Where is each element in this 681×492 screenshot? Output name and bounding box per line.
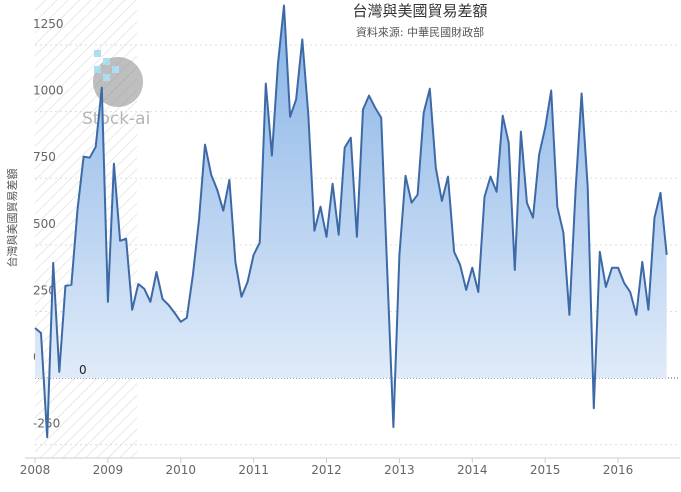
x-tick-label: 2013 [384, 463, 415, 477]
area [35, 5, 667, 438]
y-tick-label: 1250 [33, 17, 64, 31]
y-tick-label: 500 [33, 217, 56, 231]
y-tick-label: 750 [33, 150, 56, 164]
x-tick-label: 2015 [530, 463, 561, 477]
y-axis-title: 台灣與美國貿易差額 [5, 169, 19, 268]
x-tick-label: 2012 [311, 463, 342, 477]
x-tick-label: 2016 [603, 463, 634, 477]
x-tick-label: 2014 [457, 463, 488, 477]
chart-subtitle: 資料來源: 中華民國財政部 [356, 25, 484, 39]
logo [93, 50, 143, 107]
x-tick-label: 2008 [20, 463, 51, 477]
line [34, 4, 668, 439]
y-tick-label: 1000 [33, 84, 64, 98]
y-tick-label: 250 [33, 283, 56, 297]
x-tick-label: 2011 [238, 463, 269, 477]
chart-title: 台灣與美國貿易差額 [352, 2, 487, 20]
x-tick-label: 2010 [165, 463, 196, 477]
x-tick-label: 2009 [93, 463, 124, 477]
annotation: 0 [79, 363, 87, 377]
